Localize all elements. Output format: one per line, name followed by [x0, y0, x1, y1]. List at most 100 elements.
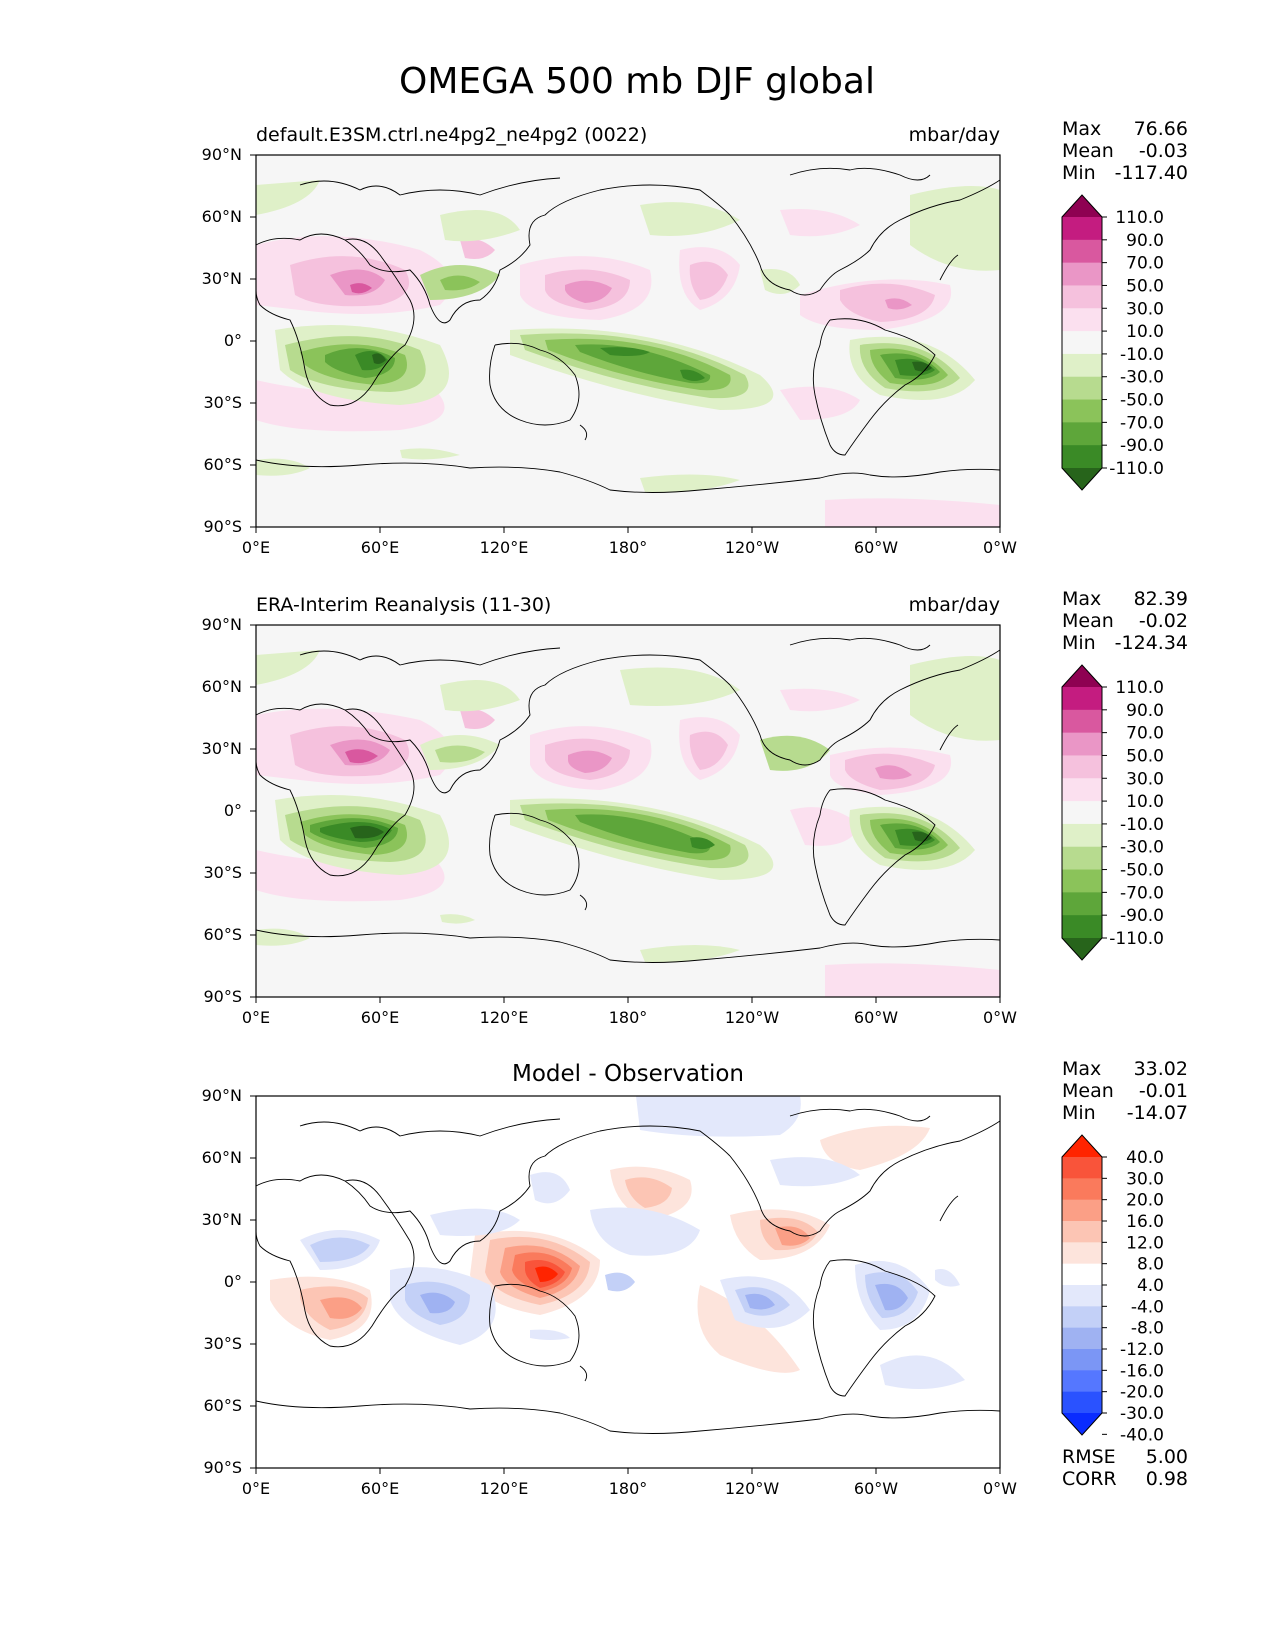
- y-tick-label: 30°S: [203, 1334, 242, 1353]
- colorbar-extension-max: [1062, 195, 1102, 217]
- y-axis-ticks-diff: 90°N 60°N 30°N 0° 30°S 60°S 90°S: [202, 1086, 256, 1477]
- stat-corr-value: 0.98: [1146, 1468, 1188, 1490]
- x-tick-label: 60°E: [361, 1008, 399, 1027]
- colorbar-tick-label: -10.0: [1120, 815, 1164, 835]
- figure-title: OMEGA 500 mb DJF global: [399, 61, 875, 102]
- colorbar-segment: [1062, 869, 1102, 893]
- colorbar-tick-label: -40.0: [1120, 1425, 1164, 1445]
- y-tick-label: 30°N: [202, 1210, 242, 1229]
- x-tick-label: 180°: [609, 538, 648, 557]
- colorbar-segment: [1062, 1306, 1102, 1329]
- colorbar-segment: [1062, 755, 1102, 779]
- panel-left-title: ERA-Interim Reanalysis (11-30): [256, 594, 551, 616]
- colorbar-tick-label: -70.0: [1120, 883, 1164, 903]
- stat-max-label: Max: [1062, 118, 1101, 140]
- stat-mean-label: Mean: [1062, 1080, 1114, 1102]
- colorbar-segment: [1062, 285, 1102, 309]
- x-axis-ticks-model: 0°E 60°E 120°E 180° 120°W 60°W 0°W: [242, 527, 1017, 557]
- stats-model: Max 76.66 Mean -0.03 Min -117.40: [1062, 118, 1188, 184]
- colorbar-tick-label: 8.0: [1137, 1255, 1164, 1275]
- colorbar-segment: [1062, 1199, 1102, 1222]
- y-tick-label: 60°N: [202, 677, 242, 696]
- contour-field-obs: [256, 625, 1000, 997]
- colorbar-extension-max: [1062, 665, 1102, 687]
- colorbar-tick-label: -4.0: [1131, 1297, 1164, 1317]
- colorbar-tick-label: -12.0: [1120, 1340, 1164, 1360]
- colorbar-segment: [1062, 801, 1102, 825]
- colorbar-segment: [1062, 217, 1102, 241]
- contour-field-diff: [256, 1096, 1000, 1468]
- colorbar-segment: [1062, 239, 1102, 264]
- stat-max-value: 33.02: [1134, 1058, 1188, 1080]
- colorbar-segment: [1062, 353, 1102, 378]
- y-tick-label: 30°S: [203, 863, 242, 882]
- colorbar-tick-label: 10.0: [1126, 792, 1164, 812]
- stat-min-value: -117.40: [1115, 162, 1188, 184]
- y-tick-label: 90°S: [203, 1458, 242, 1477]
- colorbar-tick-label: -90.0: [1120, 436, 1164, 456]
- stat-min-label: Min: [1062, 1102, 1096, 1124]
- x-tick-label: 0°E: [242, 538, 270, 557]
- stat-min-label: Min: [1062, 632, 1096, 654]
- x-tick-label: 60°E: [361, 1479, 399, 1498]
- colorbar-tick-label: 12.0: [1126, 1233, 1164, 1253]
- colorbar-model: 110.0 90.0 70.050.0 30.0 10.0 -10.0 -30.0 -50.0…: [1061, 194, 1164, 491]
- panel-center-title: Model - Observation: [512, 1061, 744, 1087]
- colorbar-segment: [1062, 331, 1102, 355]
- colorbar-segment: [1062, 892, 1102, 916]
- y-tick-label: 0°: [224, 1272, 242, 1291]
- panel-units-title: mbar/day: [909, 124, 1000, 146]
- colorbar-segment: [1062, 1157, 1102, 1179]
- colorbar-tick-label: -10.0: [1120, 345, 1164, 365]
- x-axis-ticks-diff: 0°E 60°E 120°E 180° 120°W 60°W 0°W: [242, 1468, 1017, 1498]
- colorbar-tick-label: -110.0: [1109, 459, 1164, 479]
- contour-field-model: [256, 155, 1000, 527]
- panel-diff: Model - Observation 0°E 60°E 120°E 180° …: [202, 1058, 1188, 1498]
- x-tick-label: 120°E: [480, 1479, 529, 1498]
- stat-min-label: Min: [1062, 162, 1096, 184]
- x-tick-label: 180°: [609, 1479, 648, 1498]
- panel-model: default.E3SM.ctrl.ne4pg2_ne4pg2 (0022) m…: [202, 118, 1188, 557]
- y-tick-label: 60°N: [202, 207, 242, 226]
- colorbar-segment: [1062, 422, 1102, 446]
- colorbar-tick-label: -16.0: [1120, 1361, 1164, 1381]
- y-tick-label: 60°N: [202, 1148, 242, 1167]
- colorbar-tick-label: -70.0: [1120, 413, 1164, 433]
- colorbar-tick-label: 90.0: [1126, 701, 1164, 721]
- stat-min-value: -14.07: [1127, 1102, 1188, 1124]
- colorbar-tick-label: 10.0: [1126, 322, 1164, 342]
- colorbar-tick-label: -30.0: [1120, 368, 1164, 388]
- y-tick-label: 30°N: [202, 269, 242, 288]
- colorbar-tick-label: 50.0: [1126, 276, 1164, 296]
- colorbar-segment: [1062, 1370, 1102, 1393]
- colorbar-segment: [1062, 732, 1102, 756]
- colorbar-segment: [1062, 1178, 1102, 1201]
- colorbar-segment: [1062, 1263, 1102, 1286]
- colorbar-segment: [1062, 915, 1102, 939]
- colorbar-tick-label: 20.0: [1126, 1191, 1164, 1211]
- y-tick-label: 90°S: [203, 987, 242, 1006]
- colorbar-segment: [1062, 445, 1102, 469]
- stats-obs: Max 82.39 Mean -0.02 Min -124.34: [1062, 588, 1188, 654]
- colorbar-extension-max: [1062, 1135, 1102, 1157]
- colorbar-segment: [1062, 399, 1102, 423]
- colorbar-segment: [1062, 1349, 1102, 1371]
- colorbar-segment: [1062, 308, 1102, 332]
- y-tick-label: 0°: [224, 331, 242, 350]
- colorbar-diff: 40.030.020.016.012.08.04.0-4.0-8.0-12.0-…: [1061, 1134, 1164, 1445]
- colorbar-segment: [1062, 1285, 1102, 1307]
- x-tick-label: 120°W: [725, 1008, 780, 1027]
- stat-max-label: Max: [1062, 588, 1101, 610]
- stat-mean-label: Mean: [1062, 140, 1114, 162]
- y-tick-label: 0°: [224, 801, 242, 820]
- y-tick-label: 90°N: [202, 615, 242, 634]
- y-tick-label: 60°S: [203, 1396, 242, 1415]
- colorbar-tick-label: 16.0: [1126, 1212, 1164, 1232]
- coastlines-obs: [256, 637, 1000, 963]
- colorbar-tick-label: -8.0: [1131, 1319, 1164, 1339]
- stat-corr-label: CORR: [1062, 1468, 1117, 1490]
- y-axis-ticks-model: 90°N 60°N 30°N 0° 30°S 60°S 90°S: [202, 145, 256, 536]
- y-tick-label: 60°S: [203, 455, 242, 474]
- coastlines-diff: [256, 1108, 1000, 1434]
